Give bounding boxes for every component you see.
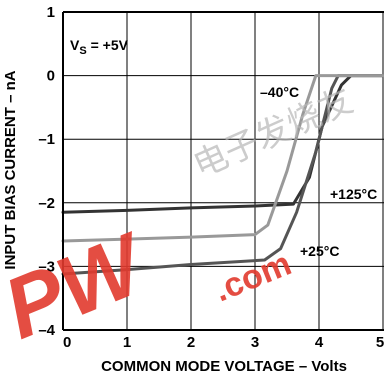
series-line-3 — [61, 74, 384, 243]
series-line-2 — [61, 74, 384, 276]
x-tick-label-0: 0 — [63, 334, 71, 351]
x-tick-label-4: 4 — [315, 334, 324, 351]
watermark: PW .com 电子发烧友 — [0, 81, 359, 358]
y-axis-title: INPUT BIAS CURRENT – nA — [2, 70, 19, 269]
x-tick-label-3: 3 — [251, 334, 259, 351]
x-tick-label-1: 1 — [123, 334, 131, 351]
y-tick-label-2: –1 — [38, 131, 55, 148]
y-tick-label-1: 0 — [47, 68, 55, 85]
label-plus25c: +25°C — [300, 243, 339, 259]
label-minus40c: –40°C — [260, 84, 299, 100]
watermark-letters: PW — [0, 214, 162, 357]
tick-labels: 0 1 2 3 4 5 1 0 –1 –2 –3 –4 — [38, 4, 384, 351]
y-tick-label-3: –2 — [38, 195, 55, 212]
x-tick-label-5: 5 — [376, 334, 384, 351]
y-tick-label-0: 1 — [47, 4, 55, 21]
y-tick-label-5: –4 — [38, 322, 55, 339]
watermark-dot-com: .com — [209, 244, 297, 309]
y-tick-label-4: –3 — [38, 258, 55, 275]
x-tick-label-2: 2 — [187, 334, 195, 351]
series-line-1 — [61, 74, 384, 214]
series-group — [61, 74, 384, 276]
plot-frame — [62, 11, 384, 331]
label-plus125c: +125°C — [330, 186, 377, 202]
supply-voltage-label: VS = +5V — [70, 37, 129, 57]
x-axis-title: COMMON MODE VOLTAGE – Volts — [101, 358, 347, 375]
